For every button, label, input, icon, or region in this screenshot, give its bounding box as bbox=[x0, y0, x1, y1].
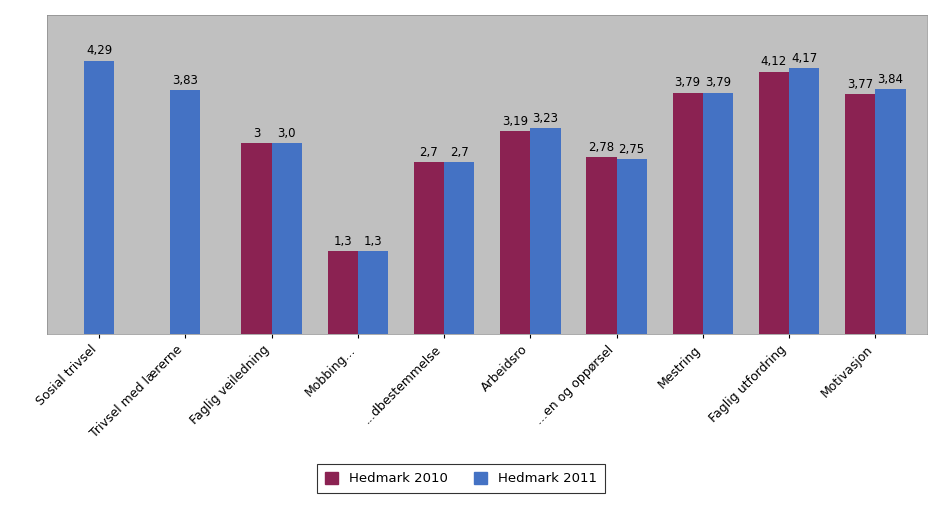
Text: 3,77: 3,77 bbox=[848, 78, 873, 90]
Text: 2,78: 2,78 bbox=[588, 141, 615, 154]
Text: 3,79: 3,79 bbox=[674, 77, 701, 89]
Bar bbox=[789, 68, 819, 334]
Bar bbox=[84, 61, 114, 334]
Text: 3: 3 bbox=[253, 127, 260, 140]
Bar bbox=[759, 71, 789, 334]
Bar bbox=[241, 143, 272, 334]
Bar bbox=[531, 128, 560, 334]
Text: 2,75: 2,75 bbox=[619, 143, 645, 156]
Text: 3,19: 3,19 bbox=[502, 115, 528, 127]
Text: 4,17: 4,17 bbox=[791, 52, 817, 65]
Legend: Hedmark 2010, Hedmark 2011: Hedmark 2010, Hedmark 2011 bbox=[317, 464, 604, 493]
Bar bbox=[170, 90, 201, 334]
Text: 3,83: 3,83 bbox=[172, 74, 199, 87]
Text: 4,29: 4,29 bbox=[86, 45, 113, 58]
Bar bbox=[673, 93, 703, 334]
Bar bbox=[444, 162, 474, 334]
Text: 4,12: 4,12 bbox=[761, 56, 787, 68]
Bar bbox=[327, 251, 358, 334]
Text: 3,0: 3,0 bbox=[277, 127, 296, 140]
Bar bbox=[414, 162, 444, 334]
Text: 1,3: 1,3 bbox=[333, 235, 352, 248]
Bar bbox=[845, 94, 875, 334]
Bar bbox=[875, 89, 905, 334]
Text: 2,7: 2,7 bbox=[420, 146, 438, 159]
Bar bbox=[272, 143, 302, 334]
Text: 3,23: 3,23 bbox=[533, 112, 558, 125]
Text: 3,84: 3,84 bbox=[878, 73, 903, 86]
Bar bbox=[587, 157, 617, 334]
Text: 2,7: 2,7 bbox=[449, 146, 468, 159]
Bar bbox=[617, 159, 647, 334]
Bar bbox=[358, 251, 388, 334]
Text: 1,3: 1,3 bbox=[363, 235, 382, 248]
Text: 3,79: 3,79 bbox=[705, 77, 731, 89]
Bar bbox=[500, 131, 531, 334]
Bar bbox=[703, 93, 733, 334]
